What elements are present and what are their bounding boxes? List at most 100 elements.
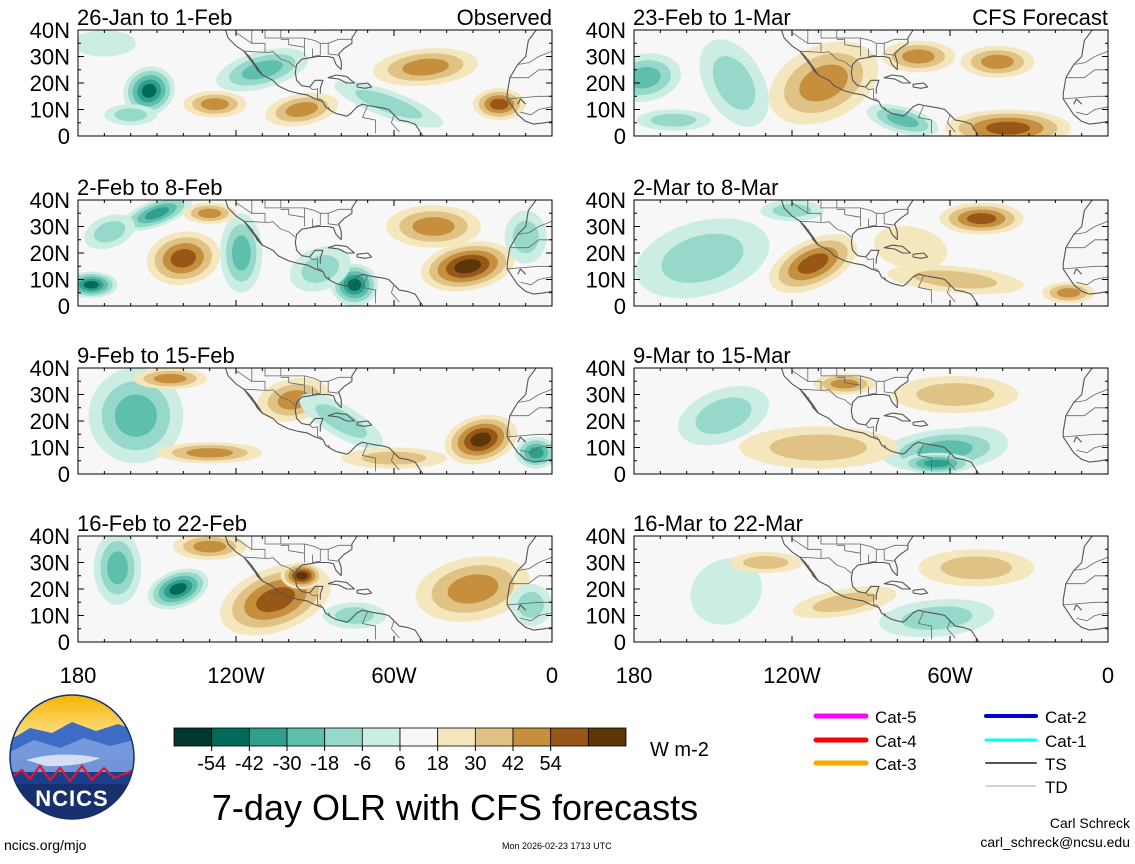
footer-url[interactable]: ncics.org/mjo [4,837,87,853]
border-line [799,556,852,574]
olr-anomaly-feature [470,432,492,447]
colorbar-units: W m-2 [650,739,709,761]
olr-anomaly-feature [661,233,744,283]
border-line [820,30,838,39]
border-line [917,275,932,304]
border-line [517,388,552,403]
coastline [243,220,263,246]
border-line [807,30,822,53]
olr-anomaly-feature [695,397,752,434]
coastline [850,393,898,432]
coastline [1073,436,1083,443]
coastlines [780,368,1108,474]
border-line [836,207,861,227]
border-line [883,444,888,450]
panel-date-label: 9-Feb to 15-Feb [77,343,235,368]
axis-ticks [77,199,553,307]
y-tick-label: 20N [30,71,70,96]
coastline [894,368,914,408]
colorbar-swatch [173,727,213,747]
y-tick-label: 0 [614,462,626,487]
axis-ticks [77,29,553,137]
border-line [361,105,376,134]
colorbar-tick-label: 54 [540,753,562,775]
olr-field [690,536,1108,642]
y-tick-label: 30N [30,383,70,408]
border-line [280,37,305,57]
x-tick-label: 180 [616,663,653,688]
coastline [294,55,342,94]
political-borders [791,30,1108,134]
border-line [883,549,895,562]
y-tick-label: 20N [30,577,70,602]
border-line [799,220,852,238]
olr-anomaly-feature [193,540,227,553]
border-line [873,98,880,102]
border-line [361,275,376,304]
border-line [390,114,400,133]
author-email[interactable]: carl_schreck@ncsu.edu [980,834,1130,850]
border-line [883,381,895,394]
legend-label: Cat-2 [1045,708,1087,727]
olr-anomaly-feature [743,556,789,569]
border-line [868,381,877,395]
legend-label: Cat-4 [875,732,917,751]
coastline [894,200,914,240]
border-line [327,549,339,562]
y-tick-label: 20N [30,409,70,434]
legend-label: TS [1045,755,1067,774]
border-line [509,239,552,249]
border-line [327,444,332,450]
border-line [520,106,552,116]
olr-field [678,368,1108,474]
olr-anomaly-feature [1056,288,1081,298]
y-tick-label: 0 [58,294,70,319]
olr-anomaly-feature [913,270,998,289]
border-line [509,69,552,79]
border-line [1065,69,1108,79]
border-line [836,376,861,386]
border-line [517,50,552,65]
panel-date-label: 16-Mar to 22-Mar [633,511,803,536]
axis-ticks [633,199,1109,307]
border-line [280,544,305,554]
border-line [865,256,874,269]
coastline [294,393,342,432]
y-tick-label: 40N [30,356,70,381]
border-line [1063,601,1108,606]
legend-label: Cat-3 [875,755,917,774]
border-line [917,105,932,134]
olr-anomaly-feature [241,60,283,80]
border-line [507,601,552,606]
y-tick-label: 40N [30,188,70,213]
coastline [780,536,980,642]
olr-anomaly-feature [447,574,499,604]
x-tick-label: 60W [371,663,416,688]
border-line [304,207,352,214]
border-line [883,213,895,226]
island-outline [356,252,373,259]
border-line [946,452,956,471]
colorbar-tick-label: 6 [394,753,405,775]
border-line [264,200,282,209]
column-header: Observed [457,5,552,30]
y-tick-label: 0 [58,124,70,149]
olr-field [78,30,552,136]
border-line [251,368,266,391]
coastline [894,536,914,576]
border-line [820,368,838,377]
olr-anomaly-feature [454,259,482,274]
border-line [251,200,266,223]
olr-anomaly-feature [200,98,229,111]
coastline [1073,268,1083,275]
border-line [312,43,321,57]
olr-anomaly-feature [712,56,756,110]
coastline [224,200,424,306]
coastline [338,536,358,576]
border-line [309,256,318,269]
olr-anomaly-feature [916,383,995,406]
olr-anomaly-feature [141,83,157,98]
olr-anomaly-feature [186,448,234,458]
